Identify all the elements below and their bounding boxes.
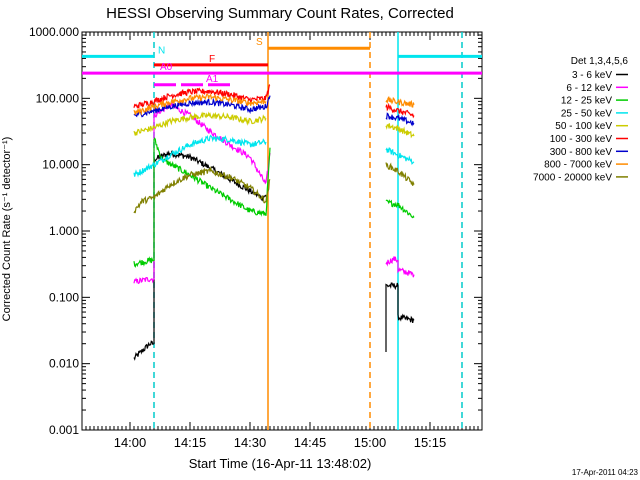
x-axis-label: Start Time (16-Apr-11 13:48:02) — [189, 456, 372, 471]
y-tick-label: 1000.000 — [29, 25, 79, 39]
series-line — [133, 137, 271, 268]
series-line — [133, 150, 267, 361]
series-line — [385, 102, 415, 119]
x-tick-label: 15:00 — [354, 435, 387, 450]
flag-label: A0 — [160, 62, 173, 73]
series-line — [385, 95, 415, 108]
series-line — [385, 282, 415, 352]
flag-label: S — [256, 37, 263, 48]
series-line — [133, 93, 267, 116]
series-line — [385, 123, 415, 139]
y-axis-label: Corrected Count Rate (s⁻¹ detector⁻¹) — [1, 137, 13, 322]
series-line — [385, 256, 415, 278]
x-tick-label: 14:45 — [294, 435, 327, 450]
x-tick-label: 14:30 — [234, 435, 267, 450]
legend-label: 6 - 12 keV — [566, 83, 612, 94]
y-tick-label: 10.000 — [42, 158, 79, 172]
legend-title: Det 1,3,4,5,6 — [571, 56, 629, 67]
legend-label: 7000 - 20000 keV — [533, 172, 612, 183]
legend-label: 3 - 6 keV — [572, 70, 612, 81]
y-tick-label: 100.000 — [36, 91, 80, 105]
legend-label: 50 - 100 keV — [555, 121, 612, 132]
series-line — [133, 101, 271, 285]
y-tick-label: 1.000 — [49, 224, 79, 238]
x-tick-label: 14:00 — [114, 435, 147, 450]
plot-frame — [81, 31, 483, 431]
legend-label: 25 - 50 keV — [561, 108, 612, 119]
series-line — [385, 147, 415, 165]
series-line — [385, 162, 415, 186]
chart-title: HESSI Observing Summary Count Rates, Cor… — [106, 5, 454, 22]
series-line — [133, 111, 267, 136]
legend-label: 800 - 7000 keV — [544, 160, 612, 171]
series-line — [385, 199, 415, 219]
legend-label: 100 - 300 keV — [550, 134, 613, 145]
timestamp-label: 17-Apr-2011 04:23 — [572, 468, 639, 477]
plot-area: 1000.000 100.000 10.000 1.000 0.100 0.010 0.00… — [29, 25, 483, 450]
series-line — [133, 95, 271, 118]
flag-label: A1 — [206, 74, 219, 85]
flag-label: F — [209, 54, 215, 65]
series-line — [133, 166, 271, 214]
x-tick-label: 14:15 — [174, 435, 207, 450]
flag-label: N — [158, 45, 165, 56]
x-tick-label: 15:15 — [414, 435, 447, 450]
series-line — [133, 134, 267, 178]
y-tick-label: 0.001 — [49, 423, 79, 437]
legend-label: 12 - 25 keV — [561, 96, 612, 107]
series-line — [133, 84, 271, 109]
y-tick-label: 0.010 — [49, 357, 79, 371]
series-line — [385, 112, 415, 127]
y-tick-label: 0.100 — [49, 290, 79, 304]
legend-label: 300 - 800 keV — [550, 147, 613, 158]
